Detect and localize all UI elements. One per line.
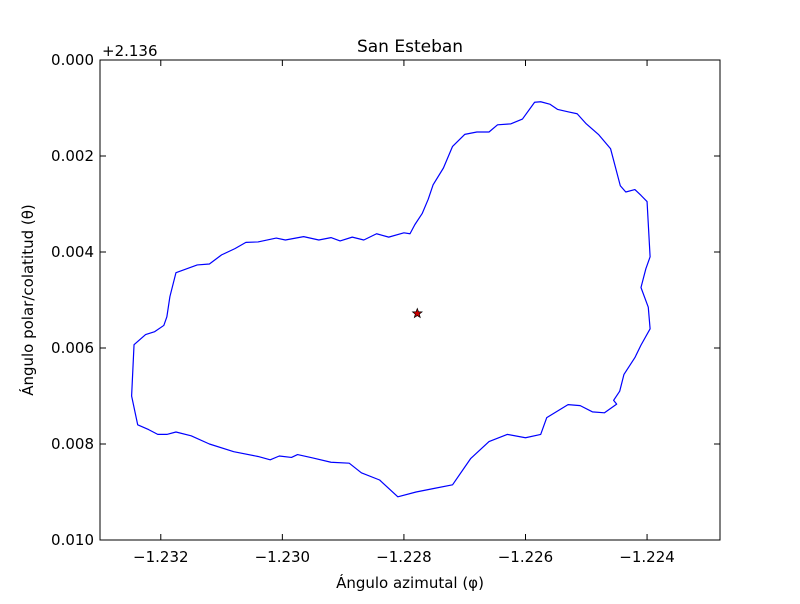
y-tick-label: 0.004	[51, 243, 94, 261]
center-star-marker	[411, 307, 424, 319]
y-tick-label: 0.010	[51, 531, 94, 549]
y-offset-label: +2.136	[102, 42, 158, 60]
x-axis-ticks: −1.232 −1.230 −1.228 −1.226 −1.224	[133, 60, 675, 566]
plot-frame	[99, 59, 721, 541]
y-tick-label: 0.008	[51, 435, 94, 453]
x-tick-label: −1.224	[619, 548, 675, 566]
plot-area	[131, 101, 651, 498]
y-tick-label: 0.002	[51, 147, 94, 165]
island-outline-line	[131, 101, 651, 498]
x-tick-label: −1.230	[255, 548, 311, 566]
chart-title: San Esteban	[357, 37, 463, 57]
x-axis-label: Ángulo azimutal (φ)	[336, 573, 484, 592]
x-tick-label: −1.226	[498, 548, 554, 566]
y-tick-label: 0.006	[51, 339, 94, 357]
y-axis-label: Ángulo polar/colatitud (θ)	[18, 204, 37, 396]
x-tick-label: −1.232	[133, 548, 189, 566]
x-tick-label: −1.228	[376, 548, 432, 566]
y-axis-ticks: 0.000 0.002 0.004 0.006 0.008 0.010	[51, 51, 720, 549]
y-tick-label: 0.000	[51, 51, 94, 69]
